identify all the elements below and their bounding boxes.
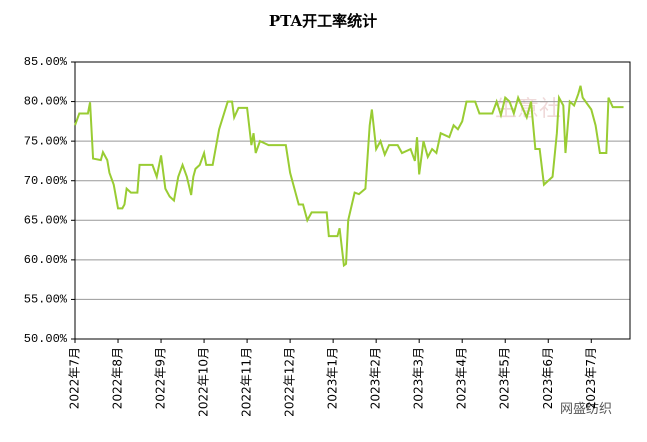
data-line [74, 85, 624, 268]
y-tick-label: 50.00% [24, 332, 68, 346]
x-tick-label: 2023年4月 [455, 347, 469, 409]
x-tick-label: 2023年3月 [412, 347, 426, 409]
x-tick-label: 2022年8月 [111, 347, 125, 409]
plot-border [74, 61, 631, 340]
x-tick-label: 2022年11月 [240, 347, 254, 417]
x-tick-label: 2023年6月 [541, 347, 555, 409]
y-tick-label: 70.00% [24, 174, 68, 188]
x-tick-label: 2023年1月 [326, 347, 340, 409]
x-tick-label: 2023年5月 [498, 347, 512, 409]
y-tick-label: 60.00% [24, 253, 68, 267]
y-tick-label: 80.00% [24, 95, 68, 109]
x-tick-label: 2023年7月 [584, 347, 598, 409]
y-tick-label: 65.00% [24, 213, 68, 227]
chart-title: PTA开工率统计 [269, 12, 377, 30]
x-tick-label: 2022年10月 [197, 347, 211, 417]
y-tick-label: 55.00% [24, 293, 68, 307]
watermark: 网盛纺织 [560, 402, 612, 417]
x-tick-label: 2023年2月 [369, 347, 383, 409]
x-tick-label: 2022年9月 [154, 347, 168, 409]
y-tick-label: 85.00% [24, 55, 68, 69]
x-tick-label: 2022年12月 [283, 347, 297, 417]
y-tick-label: 75.00% [24, 134, 68, 148]
x-tick-label: 2022年7月 [68, 347, 82, 409]
